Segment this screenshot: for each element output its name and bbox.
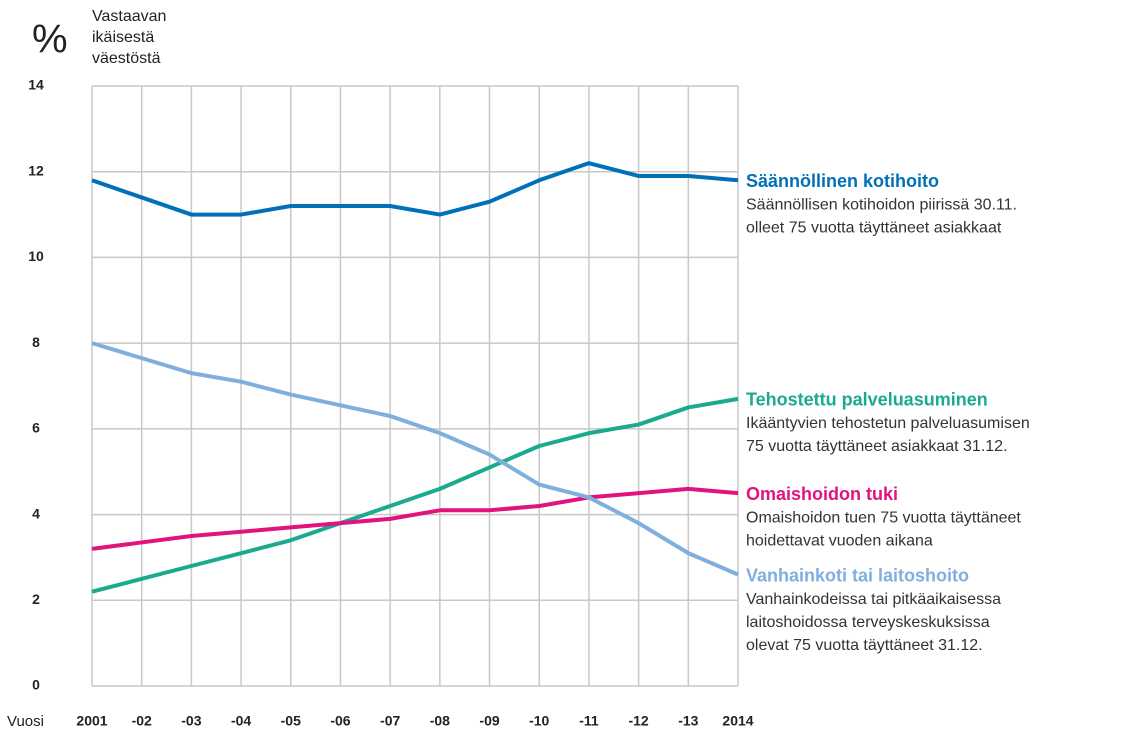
series-name: Omaishoidon tuki	[746, 484, 898, 504]
series-line	[91, 486, 739, 551]
y-axis-label: ikäisestä	[92, 29, 154, 46]
y-tick-label: 8	[32, 334, 40, 350]
y-unit: %	[32, 18, 68, 62]
series-name: Tehostettu palveluasuminen	[746, 390, 988, 410]
series-description: Säännöllisen kotihoidon piirissä 30.11.	[746, 197, 1017, 214]
y-tick-label: 4	[32, 505, 40, 521]
x-tick-label: -02	[132, 713, 152, 729]
x-tick-label: -07	[380, 713, 400, 729]
series-description: hoidettavat vuoden aikana	[746, 532, 933, 549]
x-axis-label: Vuosi	[7, 713, 44, 730]
x-tick-label: -06	[330, 713, 350, 729]
y-tick-label: 2	[32, 591, 40, 607]
x-tick-label: -08	[430, 713, 450, 729]
series-description: Vanhainkodeissa tai pitkäaikaisessa	[746, 591, 1001, 608]
x-tick-label: -13	[678, 713, 698, 729]
series-description: Omaishoidon tuen 75 vuotta täyttäneet	[746, 509, 1021, 526]
x-tick-label: -04	[231, 713, 251, 729]
series-description: 75 vuotta täyttäneet asiakkaat 31.12.	[746, 438, 1008, 455]
x-tick-label: -11	[579, 713, 599, 729]
x-tick-label: -10	[529, 713, 549, 729]
y-axis-label: väestöstä	[92, 50, 161, 67]
series-name: Vanhainkoti tai laitoshoito	[746, 565, 969, 585]
y-tick-label: 6	[32, 420, 40, 436]
series-description: Ikääntyvien tehostetun palveluasumisen	[746, 415, 1030, 432]
x-tick-label: -05	[281, 713, 301, 729]
y-tick-label: 12	[28, 162, 44, 178]
x-tick-label: 2014	[722, 713, 753, 729]
series-name: Säännöllinen kotihoito	[746, 171, 939, 191]
y-tick-label: 0	[32, 677, 40, 693]
series-line	[91, 161, 739, 217]
x-tick-label: -09	[479, 713, 499, 729]
y-tick-label: 10	[28, 248, 44, 264]
series-description: laitoshoidossa terveyskeskuksissa	[746, 614, 990, 631]
y-tick-label: 14	[28, 77, 44, 93]
series-description: olevat 75 vuotta täyttäneet 31.12.	[746, 637, 983, 654]
x-tick-label: -12	[628, 713, 648, 729]
series-line	[91, 396, 739, 594]
series-line	[91, 341, 739, 577]
y-axis-label: Vastaavan	[92, 8, 166, 25]
x-tick-label: 2001	[76, 713, 107, 729]
x-tick-label: -03	[181, 713, 201, 729]
series-description: olleet 75 vuotta täyttäneet asiakkaat	[746, 220, 1002, 237]
